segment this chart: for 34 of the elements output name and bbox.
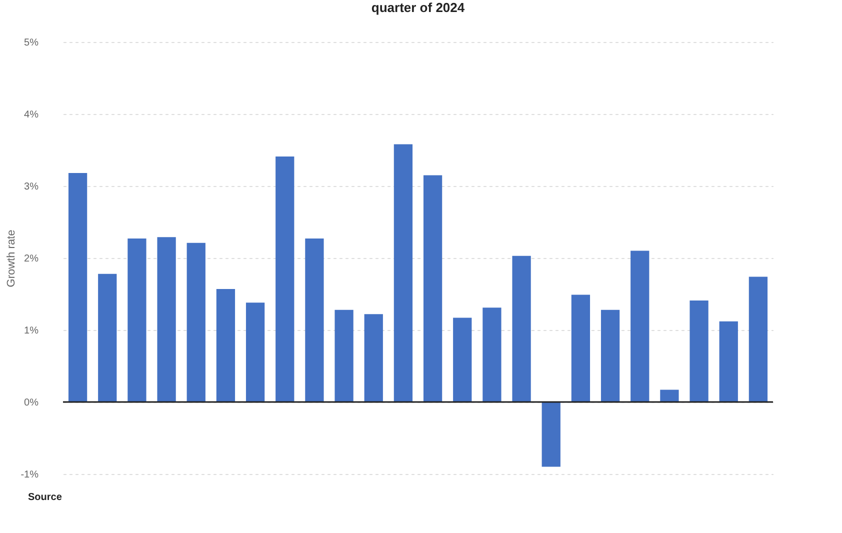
bar [305,238,324,402]
bar [128,238,146,402]
bar [542,402,560,467]
y-tick-label: 3% [24,182,39,192]
bar [334,310,354,402]
bar [394,144,413,402]
bar [186,242,206,402]
bar [719,321,738,402]
bar [364,314,383,402]
y-tick-label: -1% [20,470,39,480]
bar [98,274,117,402]
y-tick-label: 0% [24,398,39,408]
bar [571,294,590,402]
bar [157,237,176,402]
bar [423,175,442,402]
y-tick-label: 4% [24,110,39,120]
bar [453,318,472,402]
bar [512,256,531,402]
y-tick-label: 5% [24,38,39,48]
bar [482,308,502,402]
bar [276,156,294,402]
y-tick-label: 2% [24,254,39,264]
bar [630,250,650,402]
bar [246,302,265,402]
bar [748,276,768,402]
bar [68,173,88,402]
bar [600,310,620,402]
chart-title: quarter of 2024 [371,0,466,15]
bar [216,288,236,402]
y-tick-label: 1% [24,326,39,336]
bar [660,390,679,402]
text: Source [28,492,62,503]
bar [690,300,708,402]
y-axis-title: Growth rate [6,230,18,288]
